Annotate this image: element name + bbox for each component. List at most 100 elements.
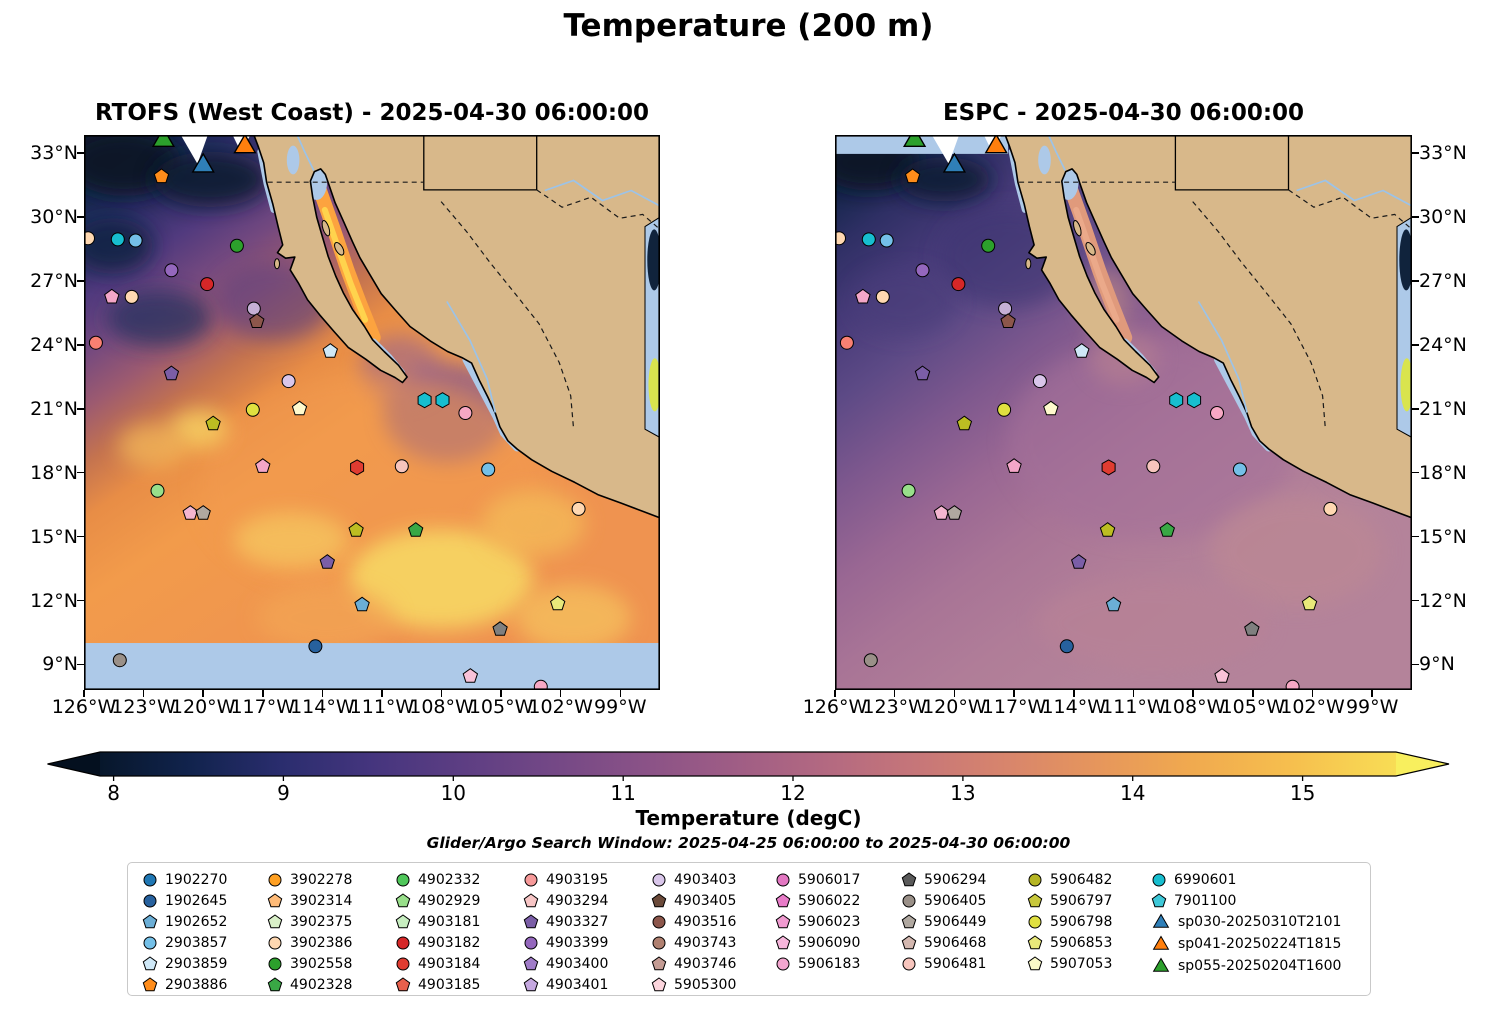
lon-tick <box>559 690 562 697</box>
legend-item-label: 4902929 <box>418 892 481 909</box>
lon-axis-label: 120°W <box>922 696 987 718</box>
legend-column: 3902278 3902314 3902375 3902386 3902558 49023… <box>267 869 395 995</box>
legend-item-label: 3902375 <box>290 913 353 930</box>
pentagon-marker-icon <box>901 913 917 928</box>
legend-item-label: 4903195 <box>546 871 609 888</box>
land <box>1004 134 1413 519</box>
float-marker <box>205 415 221 431</box>
float-marker <box>88 335 103 350</box>
lat-tick <box>77 408 84 410</box>
legend-item: 4903403 <box>651 869 775 890</box>
lat-tick <box>77 216 84 218</box>
legend-item-label: 5906405 <box>924 892 987 909</box>
float-marker <box>308 639 323 654</box>
legend-item: 4903195 <box>523 869 651 890</box>
float-marker <box>956 415 973 431</box>
lat-axis-label: 12°N <box>1419 589 1467 612</box>
legend-item-label: 5906183 <box>798 955 861 972</box>
legend-item: 1902645 <box>142 890 267 911</box>
float-marker <box>1032 374 1047 389</box>
float-marker <box>839 335 854 350</box>
float-marker <box>124 289 139 304</box>
legend-item: 3902375 <box>267 911 395 932</box>
float-marker <box>481 462 496 477</box>
legend-item: 6990601 <box>1151 869 1370 890</box>
float-marker <box>245 402 260 417</box>
glider-marker <box>942 152 967 173</box>
circle-marker-icon <box>143 894 157 907</box>
float-marker <box>150 483 165 498</box>
float-marker <box>1187 392 1202 409</box>
float-marker <box>1146 459 1161 474</box>
circle-marker-icon <box>143 936 157 949</box>
float-marker <box>163 365 180 381</box>
lon-axis-label: 117°W <box>230 696 296 718</box>
lon-axis-label: 99°W <box>1345 696 1399 718</box>
legend-item-label: 4903399 <box>546 934 609 951</box>
float-marker <box>1232 462 1247 477</box>
colorbar-tick-label: 9 <box>277 781 290 805</box>
legend-item-label: 4903405 <box>674 892 737 909</box>
circle-marker-icon <box>902 894 916 907</box>
float-marker <box>904 168 921 184</box>
land <box>253 134 661 519</box>
lon-axis-label: 108°W <box>409 696 474 718</box>
colorbar-tick-label: 10 <box>440 781 467 805</box>
inland-sea <box>286 145 300 175</box>
float-marker <box>951 277 966 292</box>
river <box>296 134 315 171</box>
lon-tick <box>1013 690 1015 697</box>
legend-item-label: 5906853 <box>1050 934 1113 951</box>
float-marker <box>255 458 271 473</box>
pentagon-marker-icon <box>142 955 158 970</box>
legend-item: 5906022 <box>775 890 901 911</box>
circle-marker-icon <box>652 915 666 928</box>
legend-item-label: 4903327 <box>546 913 609 930</box>
legend-item-label: 4903181 <box>418 913 481 930</box>
float-marker <box>348 522 364 537</box>
legend-item: 7901100 <box>1151 890 1370 911</box>
pentagon-marker-icon <box>523 913 539 928</box>
legend-item: 4903743 <box>651 932 775 953</box>
pentagon-marker-icon <box>651 976 667 991</box>
lon-axis-label: 114°W <box>1041 696 1107 718</box>
legend-item-label: 5906482 <box>1050 871 1113 888</box>
lon-axis-label: 126°W <box>802 696 868 718</box>
float-marker <box>1099 522 1116 537</box>
float-marker <box>914 365 931 381</box>
circle-marker-icon <box>268 873 282 886</box>
lon-tick <box>893 690 896 697</box>
float-marker <box>350 459 365 476</box>
glider-marker <box>984 133 1008 154</box>
lon-tick <box>834 690 836 697</box>
float-marker <box>1006 458 1022 473</box>
lat-axis-label: 24°N <box>1419 333 1467 356</box>
pentagon-marker-icon <box>775 934 791 949</box>
state-border <box>423 135 538 191</box>
river <box>1296 179 1413 207</box>
legend-item-label: 4903184 <box>418 955 481 972</box>
lon-tick <box>1192 690 1194 697</box>
legend-item-label: 4903743 <box>674 934 737 951</box>
float-marker <box>1159 522 1175 537</box>
lat-tick <box>77 535 84 538</box>
lat-tick <box>77 344 84 346</box>
lon-tick <box>142 690 145 697</box>
lon-axis-label: 108°W <box>1160 696 1226 718</box>
legend-item-label: 4903182 <box>418 934 481 951</box>
colorbar-tick-label: 11 <box>610 781 636 805</box>
glider-marker <box>233 133 257 154</box>
float-marker <box>997 402 1012 417</box>
legend-item-label: sp041-20250224T1815 <box>1178 936 1342 952</box>
lat-axis-label: 18°N <box>30 461 78 484</box>
legend-item: 5906481 <box>901 953 1027 974</box>
legend-item: 3902314 <box>267 890 395 911</box>
float-marker <box>128 233 143 248</box>
legend-column: 5906017 5906022 5906023 5906090 5906183 <box>775 869 901 995</box>
lon-axis-label: 111°W <box>349 696 415 718</box>
float-marker <box>319 554 335 569</box>
float-marker <box>246 301 261 316</box>
legend-item-label: 6990601 <box>1174 871 1237 888</box>
glider-marker <box>151 126 176 148</box>
